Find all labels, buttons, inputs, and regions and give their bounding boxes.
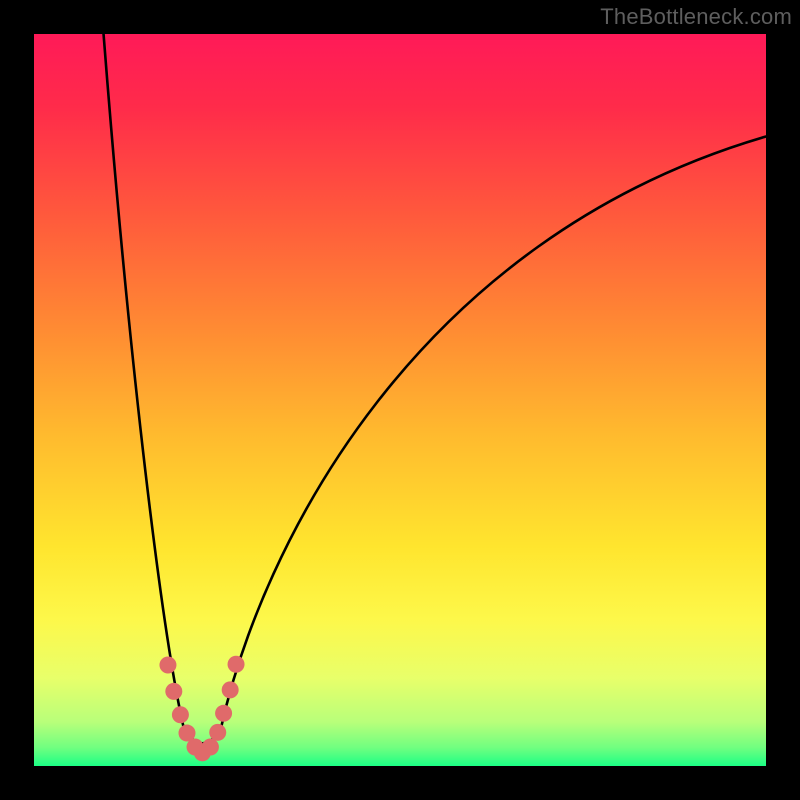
bottleneck-chart [0, 0, 800, 800]
highlight-dot [222, 681, 239, 698]
highlight-dot [215, 705, 232, 722]
chart-stage: TheBottleneck.com [0, 0, 800, 800]
plot-area [34, 34, 766, 766]
highlight-dot [209, 724, 226, 741]
highlight-dot [202, 738, 219, 755]
attribution-text: TheBottleneck.com [600, 4, 792, 30]
highlight-dot [172, 706, 189, 723]
highlight-dot [159, 656, 176, 673]
highlight-dot [228, 656, 245, 673]
highlight-dot [165, 683, 182, 700]
